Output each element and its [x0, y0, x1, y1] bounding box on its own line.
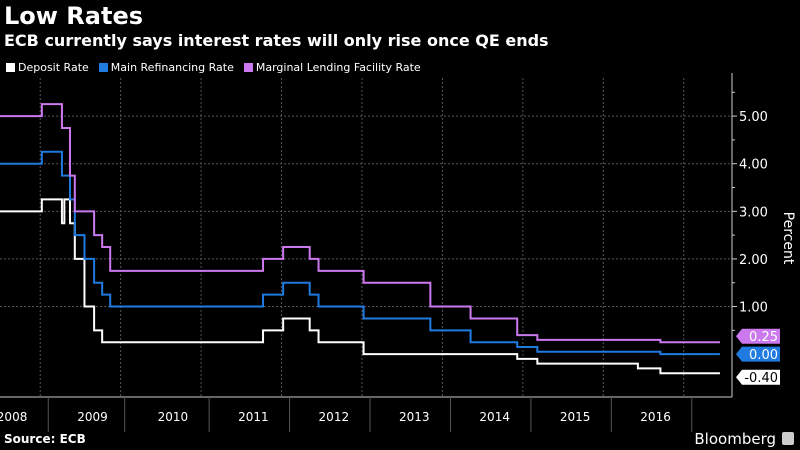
y-tick-label: 1.00 [739, 301, 768, 316]
y-tick-label: 5.00 [739, 110, 768, 125]
legend-label-deposit: Deposit Rate [18, 61, 89, 74]
value-badge-label: 0.25 [749, 330, 778, 345]
x-tick-label: 2014 [479, 410, 510, 424]
value-badge [736, 328, 780, 344]
brand-logo: Bloomberg [694, 430, 776, 448]
value-badge [736, 369, 780, 385]
legend-item-marginal-lending: Marginal Lending Facility Rate [243, 61, 421, 74]
legend-swatch-deposit [6, 63, 15, 72]
series-line-marginal-lending-facility-rate [0, 103, 720, 344]
x-tick-label: 2010 [158, 410, 189, 424]
series-line-deposit-rate [0, 198, 720, 375]
x-tick-label: 2013 [399, 410, 430, 424]
source-note: Source: ECB [4, 432, 86, 446]
series-line-main-refinancing-rate [0, 150, 720, 356]
legend-label-main-refinancing: Main Refinancing Rate [110, 61, 234, 74]
legend-label-marginal-lending: Marginal Lending Facility Rate [255, 61, 421, 74]
value-badge-label: 0.00 [749, 348, 778, 363]
legend-swatch-main-refinancing [98, 63, 108, 72]
legend-swatch-marginal-lending [243, 63, 253, 72]
value-badge-label: -0.40 [744, 371, 778, 386]
x-tick-label: 2011 [238, 410, 269, 424]
legend-item-main-refinancing: Main Refinancing Rate [98, 61, 234, 74]
y-tick-label: 2.00 [739, 253, 768, 268]
x-tick-label: 2009 [77, 410, 108, 424]
chart-subtitle: ECB currently says interest rates will o… [4, 31, 549, 50]
y-tick-label: 4.00 [739, 158, 768, 173]
x-tick-label: 2015 [560, 410, 591, 424]
value-badge [736, 346, 780, 362]
bloomberg-chart-icon [782, 432, 794, 445]
legend-item-deposit: Deposit Rate [6, 61, 89, 74]
x-tick-label: 2012 [319, 410, 350, 424]
y-tick-label: 3.00 [739, 205, 768, 220]
y-axis-title: Percent [780, 212, 796, 265]
x-tick-label: 2008 [0, 410, 27, 424]
legend: Deposit Rate Main Refinancing Rate Margi… [6, 61, 421, 74]
x-tick-label: 2016 [640, 410, 671, 424]
chart-title: Low Rates [4, 2, 144, 30]
